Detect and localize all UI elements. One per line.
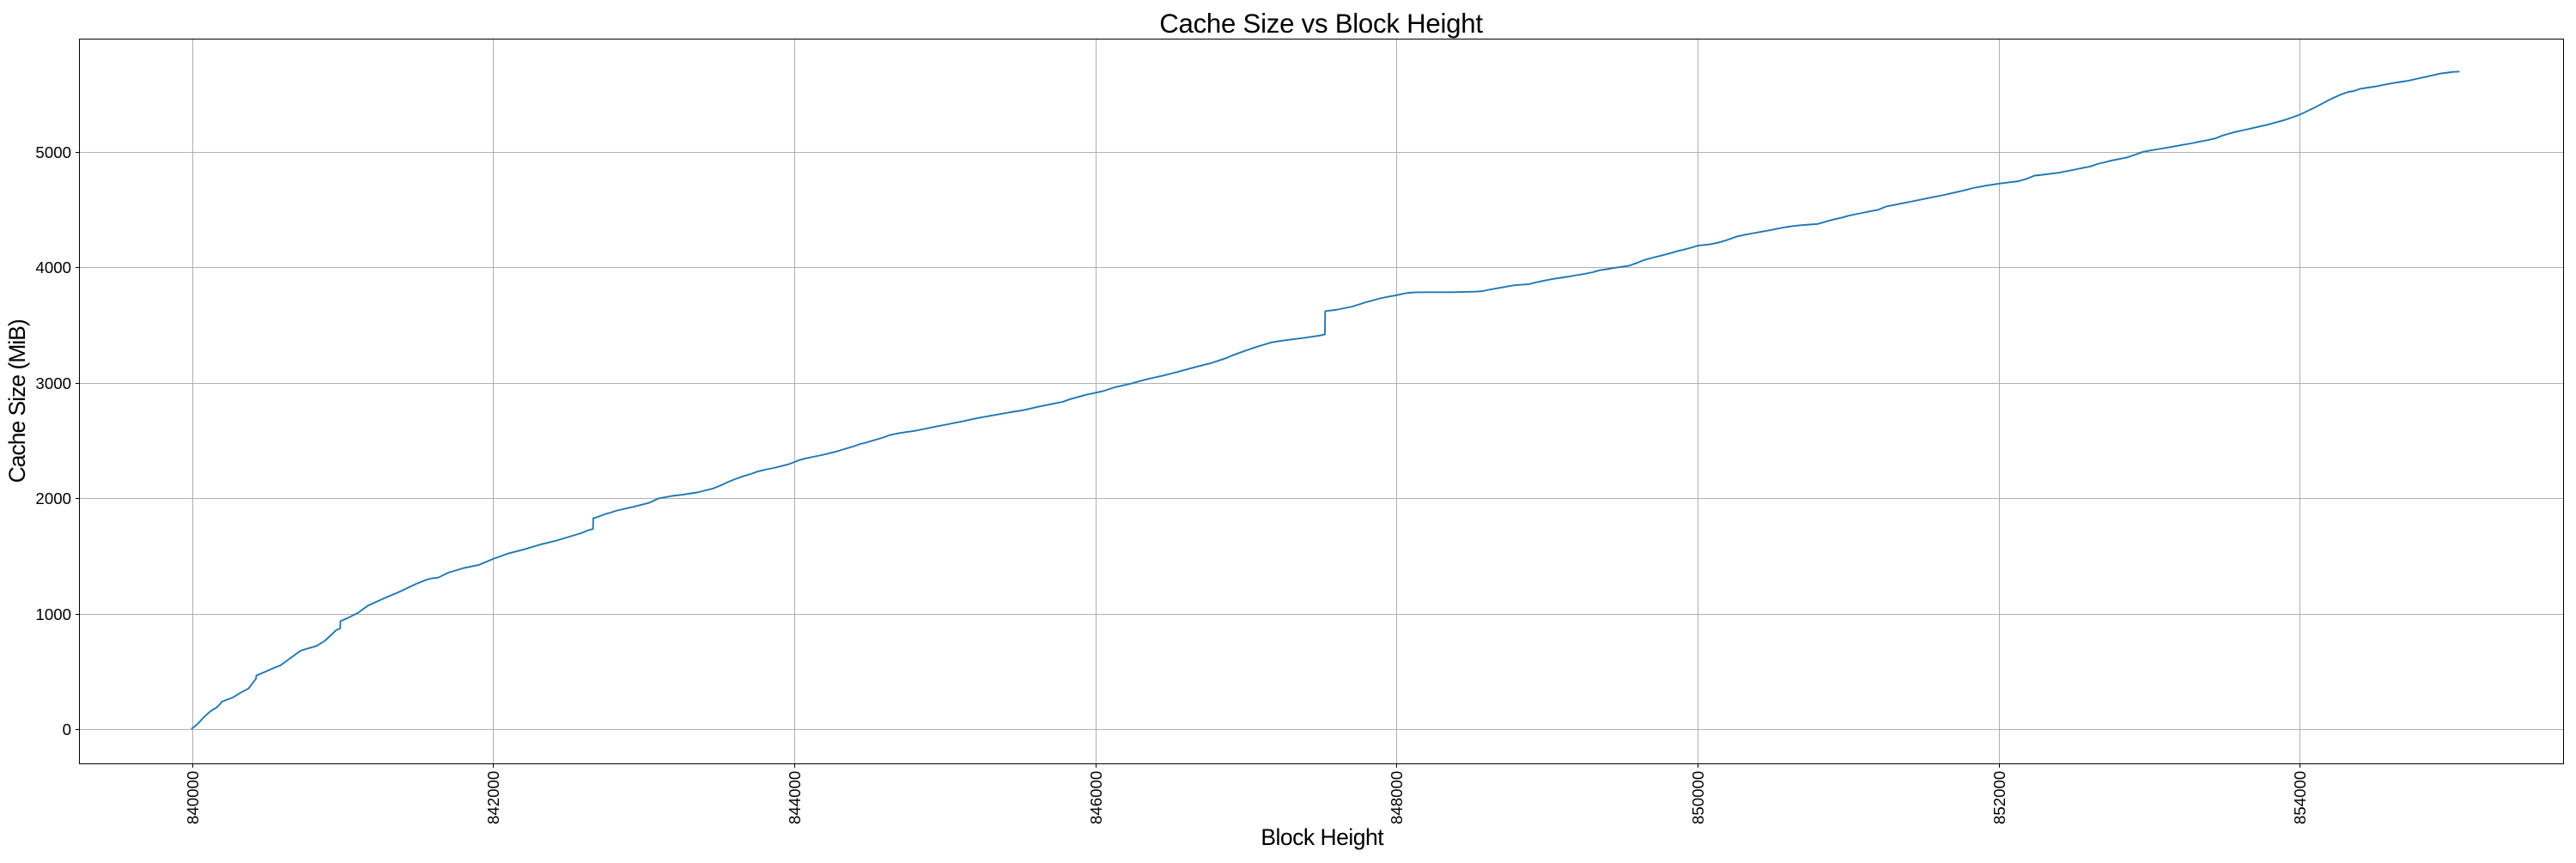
svg-text:848000: 848000 [1388,771,1406,824]
svg-text:854000: 854000 [2291,771,2309,824]
svg-text:4000: 4000 [35,258,71,277]
svg-text:3000: 3000 [35,374,71,392]
svg-text:850000: 850000 [1689,771,1707,824]
svg-text:842000: 842000 [484,771,502,824]
svg-text:852000: 852000 [1990,771,2008,824]
svg-text:0: 0 [63,720,71,738]
svg-text:5000: 5000 [35,143,71,161]
svg-text:Cache Size (MiB): Cache Size (MiB) [4,319,30,483]
svg-text:846000: 846000 [1087,771,1105,824]
svg-text:Block Height: Block Height [1261,824,1384,850]
svg-text:844000: 844000 [786,771,804,824]
svg-text:840000: 840000 [184,771,202,824]
svg-text:2000: 2000 [35,489,71,507]
svg-text:Cache Size vs Block Height: Cache Size vs Block Height [1159,9,1483,39]
svg-text:1000: 1000 [35,605,71,623]
